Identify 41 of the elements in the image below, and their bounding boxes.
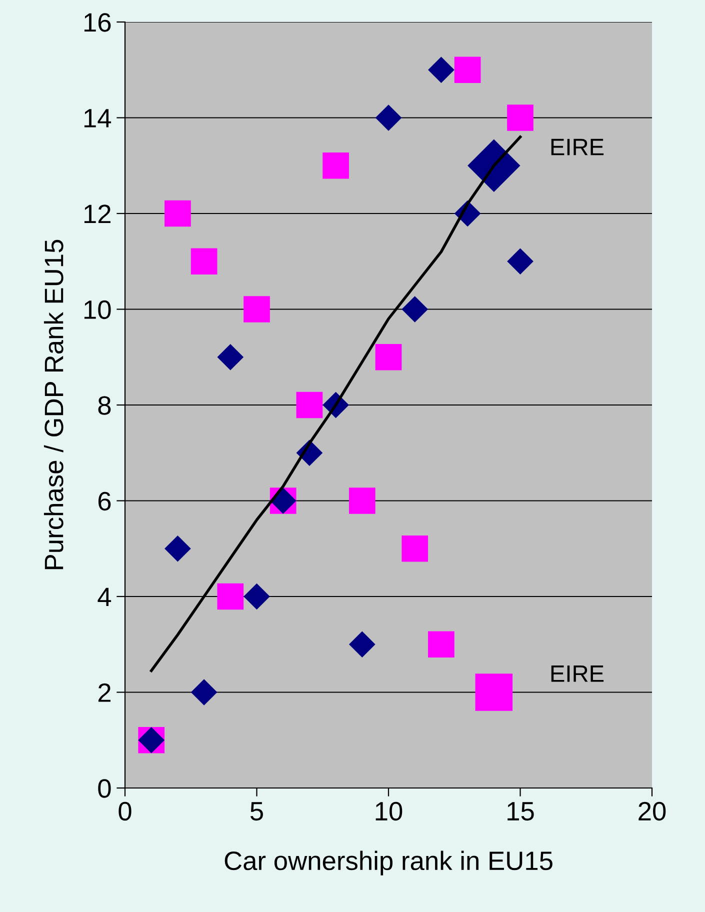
annotation: EIRE xyxy=(551,666,604,682)
y-tick-label: 10 xyxy=(84,300,111,320)
point xyxy=(190,248,218,275)
point xyxy=(348,631,376,658)
y-tick-label: 12 xyxy=(84,204,110,224)
point xyxy=(296,392,323,418)
point xyxy=(402,296,428,322)
x-tick-label: 0 xyxy=(118,802,132,821)
point xyxy=(322,152,349,179)
point xyxy=(217,583,244,610)
point xyxy=(217,344,244,370)
point xyxy=(244,583,270,610)
point xyxy=(507,248,534,275)
point xyxy=(428,56,454,84)
point xyxy=(402,535,428,562)
y-tick-label: 0 xyxy=(98,779,111,798)
y-tick-label: 14 xyxy=(84,109,112,128)
point xyxy=(190,679,218,706)
point xyxy=(348,488,376,514)
point xyxy=(375,344,402,370)
y-tick-label: 16 xyxy=(84,13,111,32)
y-tick-label: 4 xyxy=(98,588,112,606)
point xyxy=(244,296,270,322)
point xyxy=(164,535,191,562)
x-axis-title: Car ownership rank in EU15 xyxy=(224,850,552,876)
x-tick-label: 5 xyxy=(250,802,263,821)
annotation: EIRE xyxy=(551,138,604,156)
point xyxy=(507,104,534,131)
y-tick-label: 6 xyxy=(98,492,111,511)
point xyxy=(428,631,454,658)
y-tick-label: 2 xyxy=(98,683,110,702)
point xyxy=(454,56,481,84)
point xyxy=(475,674,513,711)
y-axis-title: Purchase / GDP Rank EU15 xyxy=(44,240,64,570)
x-tick-label: 15 xyxy=(508,802,534,821)
x-tick-label: 20 xyxy=(638,802,666,821)
x-tick-label: 10 xyxy=(376,802,402,821)
point xyxy=(468,139,520,192)
point xyxy=(164,200,191,227)
y-tick-label: 8 xyxy=(98,396,111,415)
point xyxy=(375,104,402,131)
